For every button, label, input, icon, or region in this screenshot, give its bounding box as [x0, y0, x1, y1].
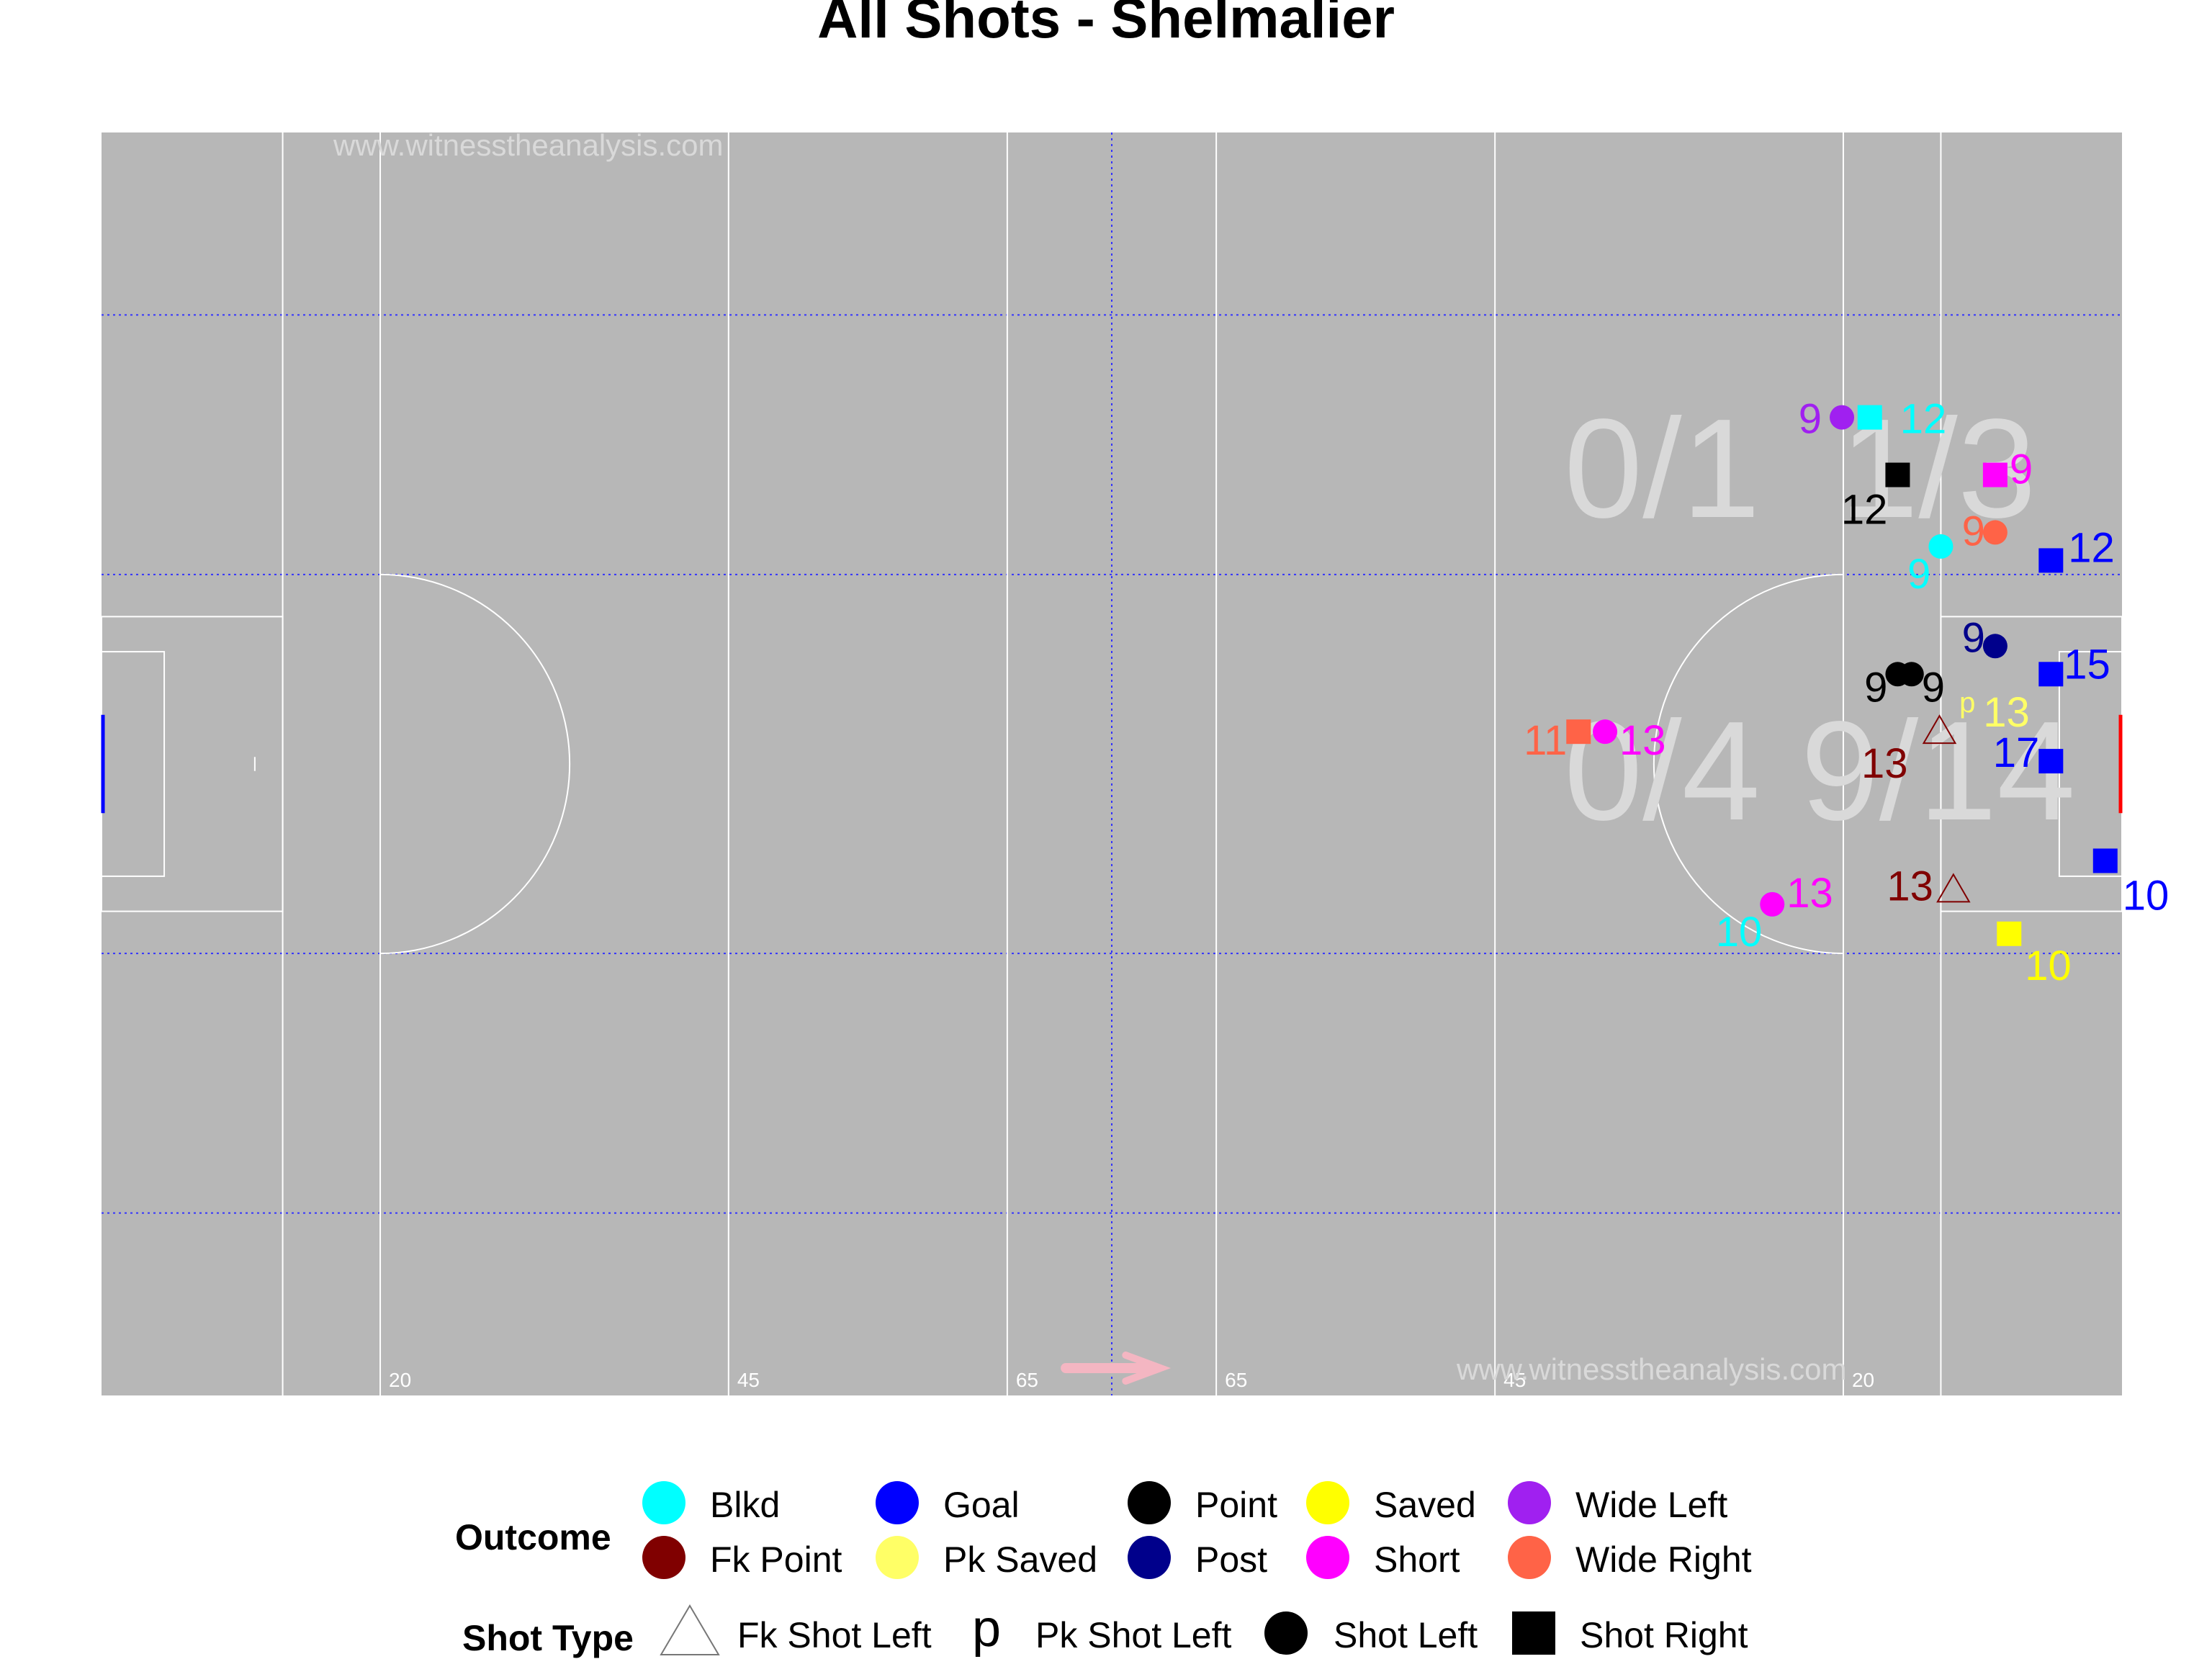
legend-outcome-label: Saved — [1374, 1485, 1476, 1525]
shot-player-label: 10 — [2025, 943, 2072, 989]
shot-player-label: 12 — [1841, 487, 1888, 534]
shot-marker — [1858, 405, 1882, 430]
shot-marker — [1899, 662, 1924, 686]
legend-outcome-key — [876, 1536, 919, 1579]
shot-player-label: 13 — [1786, 870, 1833, 917]
shot-marker — [1997, 922, 2021, 946]
legend-type-label: Shot Left — [1334, 1615, 1478, 1655]
legend-outcome-label: Post — [1195, 1539, 1267, 1580]
legend-type-title: Shot Type — [462, 1618, 634, 1658]
shot-player-label: 11 — [1524, 717, 1567, 764]
legend-outcome-key — [1128, 1536, 1171, 1579]
legend: Outcome Blkd Fk Point Goal Pk Saved Point Post… — [455, 1481, 1752, 1658]
legend-outcome-label: Wide Left — [1575, 1485, 1727, 1525]
shot-marker — [1566, 719, 1591, 744]
shot-marker — [2093, 848, 2118, 873]
shot-player-label: 9 — [2010, 446, 2033, 493]
shot-player-label: 9 — [1962, 508, 1985, 554]
legend-outcome-label: Pk Saved — [943, 1539, 1097, 1580]
shot-player-label: 13 — [1861, 740, 1908, 787]
zone-summary-top-left: 0/1 — [1564, 390, 1760, 547]
shot-marker — [2038, 548, 2063, 572]
legend-type-label: Shot Right — [1580, 1615, 1748, 1655]
shot-marker — [1983, 520, 2008, 544]
shot-marker — [1983, 634, 2008, 658]
legend-type-key — [1512, 1611, 1555, 1655]
legend-outcome-key — [1306, 1536, 1349, 1579]
distance-label: 20 — [1852, 1369, 1874, 1391]
watermark-top: www.witnesstheanalysis.com — [333, 128, 724, 162]
shot-player-label: 9 — [1907, 551, 1930, 598]
distance-label: 65 — [1016, 1369, 1038, 1391]
shot-player-label: 9 — [1799, 396, 1822, 443]
legend-outcome-label: Short — [1374, 1539, 1460, 1580]
shot-marker — [1760, 892, 1784, 917]
legend-type-key — [661, 1606, 719, 1655]
distance-label: 20 — [389, 1369, 411, 1391]
legend-type-key — [1264, 1611, 1308, 1655]
zone-summary-bottom-left: 0/4 — [1564, 692, 1760, 850]
legend-outcome-label: Blkd — [710, 1485, 780, 1525]
shot-player-label: 9 — [1922, 664, 1945, 711]
legend-outcome-key — [642, 1481, 685, 1524]
shot-marker — [1928, 534, 1953, 559]
distance-label: 65 — [1225, 1369, 1247, 1391]
shot-marker — [1593, 719, 1617, 744]
shot-marker — [2038, 662, 2063, 686]
legend-type-label: Pk Shot Left — [1035, 1615, 1231, 1655]
chart-title: All Shots - Shelmalier — [817, 0, 1395, 50]
legend-outcome-key — [642, 1536, 685, 1579]
legend-outcome-label: Point — [1195, 1485, 1277, 1525]
watermark-bottom: www.witnesstheanalysis.com — [1456, 1352, 1847, 1386]
shot-marker — [2038, 749, 2063, 773]
legend-outcome-label: Wide Right — [1575, 1539, 1752, 1580]
legend-outcome-title: Outcome — [455, 1517, 611, 1557]
shot-player-label: 17 — [1993, 729, 2040, 776]
shot-player-label: 9 — [1962, 614, 1985, 661]
shot-player-label: 15 — [2064, 641, 2110, 688]
legend-type-label: Fk Shot Left — [737, 1615, 932, 1655]
shot-player-label: 13 — [1619, 717, 1666, 764]
shot-marker — [1885, 463, 1910, 487]
shot-player-label: 12 — [2068, 524, 2115, 571]
legend-outcome-key — [1508, 1536, 1551, 1579]
legend-outcome-key — [1306, 1481, 1349, 1524]
shot-player-label: 13 — [1887, 863, 1933, 909]
shot-player-label: 10 — [1716, 909, 1763, 956]
legend-outcome-key — [1508, 1481, 1551, 1524]
legend-outcome-key — [876, 1481, 919, 1524]
shot-player-label: 9 — [1864, 664, 1887, 711]
distance-label: 45 — [737, 1369, 760, 1391]
legend-outcome-label: Goal — [943, 1485, 1020, 1525]
shot-player-label: 12 — [1900, 396, 1947, 443]
shot-player-label: 10 — [2123, 872, 2170, 919]
legend-type-key: p — [972, 1600, 1001, 1658]
legend-outcome-key — [1128, 1481, 1171, 1524]
shot-marker — [1830, 405, 1854, 430]
legend-outcome-label: Fk Point — [710, 1539, 842, 1580]
shot-marker — [1983, 463, 2008, 487]
shot-marker: p — [1959, 687, 1975, 719]
